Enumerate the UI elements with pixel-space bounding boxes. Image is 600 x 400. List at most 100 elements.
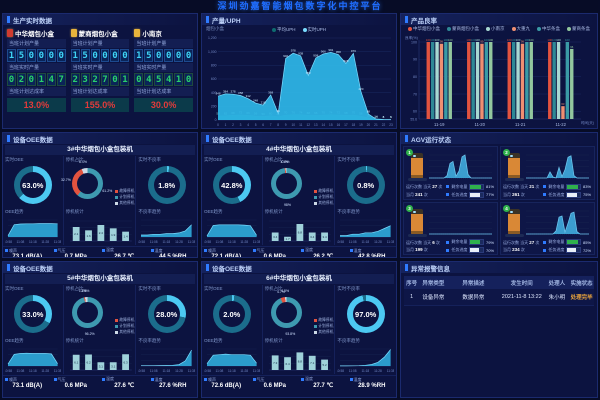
stat-value: 27.7 ℃ xyxy=(313,383,334,389)
header-accent-icon xyxy=(7,135,10,142)
header-accent-icon xyxy=(206,264,209,271)
oee-trend-chart[interactable]: 10:58 11:08 11:18 11:28 11:38 xyxy=(203,216,261,244)
alarm-table[interactable]: 序号 异常类型 异常描述 发生时间 处理人 实施状态 1 设备异常 数据异常 2021-11-8 … xyxy=(404,276,594,394)
svg-text:13: 13 xyxy=(314,123,318,127)
agv-card[interactable]: 3 运行次数 当天 6 次 当月 199 次 剩余电量 79% 任务进度 70% xyxy=(403,201,498,255)
yield-chart[interactable]: 100 90 80 70 60 55.6 良率(%) 时间(天) 100 100 100 99 100 1… xyxy=(403,34,595,127)
oee-donut-chart[interactable]: 63.0% xyxy=(13,166,52,204)
svg-text:0: 0 xyxy=(217,123,219,127)
legend-item: 小南京 xyxy=(486,26,505,32)
panel-title: 产量/UPH xyxy=(212,17,241,25)
downtime-bars-chart[interactable]: 2.1 1.6 2.4 1.9 1.4 xyxy=(66,216,134,244)
oee-trend-chart[interactable]: 10:58 11:08 11:18 11:28 11:38 xyxy=(203,345,261,373)
header-accent-icon xyxy=(206,135,209,142)
agv-battery-bar: 剩余电量 79% xyxy=(446,239,495,246)
card-label: 实时不良率 xyxy=(337,157,360,162)
downtime-donut-chart[interactable]: 93.8% 4.7% 1.5% xyxy=(270,289,302,336)
progress-percent: 75% xyxy=(583,192,592,198)
agv-panel: AGV运行状态 1 运行次数 当天 27 次 当月 241 次 剩余电量 81%… xyxy=(400,132,598,258)
svg-text:90: 90 xyxy=(413,58,417,62)
battery-percent: 79% xyxy=(486,239,495,245)
svg-text:96: 96 xyxy=(277,109,281,113)
oee-trend-chart[interactable]: 10:58 11:08 11:18 11:28 11:38 xyxy=(4,216,62,244)
svg-text:100: 100 xyxy=(475,38,480,42)
digit-tile: 0 xyxy=(164,49,174,62)
defect-donut-chart[interactable]: 1.8% xyxy=(147,166,186,204)
agv-card[interactable]: 1 运行次数 当天 27 次 当月 241 次 剩余电量 81% 任务进度 77… xyxy=(403,146,498,200)
panel-header: 设备OEE数据 xyxy=(202,133,396,144)
digit-tile: 2 xyxy=(90,73,100,86)
svg-text:2.4: 2.4 xyxy=(98,231,103,235)
oee-panel-5: 设备OEE数据 5#中华烟包小盒包装机 实时OEE 33.0% 停机占比 96.… xyxy=(2,261,198,398)
rate-label: 当班计划达成率 xyxy=(7,87,66,96)
defect-trend-chart[interactable]: 10:58 11:08 11:18 11:28 11:38 xyxy=(336,345,395,373)
agv-activity-chart[interactable] xyxy=(426,207,495,237)
stat-humidity: 湿度 27.6 %RH xyxy=(149,376,198,389)
machine-title: 6#中华烟包小盒包装机 xyxy=(204,274,394,284)
card-label: 停机统计 xyxy=(264,338,283,343)
rate-value: 13.0% xyxy=(7,98,66,112)
downtime-donut-chart[interactable]: 98% 1.1% 0.9% xyxy=(270,160,302,207)
stat-icon xyxy=(204,249,207,252)
downtime-bars-chart[interactable]: 7.3 6.4 8.8 7.1 5.2 xyxy=(265,345,333,373)
battery-percent: 81% xyxy=(486,184,495,190)
plan-label: 当班计划产量 xyxy=(70,39,130,48)
alarm-cell: 2021-11-8 13:22 xyxy=(501,294,542,300)
defect-donut-chart[interactable]: 28.0% xyxy=(147,295,186,333)
rate-value: 30.0% xyxy=(134,98,194,112)
oee-trend-card: OEE趋势 10:58 11:08 11:18 11:28 11:38 xyxy=(3,337,64,374)
digit-tile: 4 xyxy=(46,73,56,86)
downtime-donut-chart[interactable]: 96.2% 1.2% 2.6% xyxy=(71,289,103,336)
svg-text:100: 100 xyxy=(529,38,534,42)
legend-item: 中华条盒 xyxy=(537,26,560,32)
defect-trend-chart[interactable]: 10:58 11:08 11:18 11:28 11:38 xyxy=(336,216,395,244)
svg-text:8: 8 xyxy=(383,115,385,119)
header-accent-icon xyxy=(405,264,408,271)
svg-text:23: 23 xyxy=(389,123,393,127)
svg-text:400: 400 xyxy=(211,91,217,95)
oee-donut-chart[interactable]: 42.8% xyxy=(212,166,251,204)
svg-text:6: 6 xyxy=(383,115,385,119)
uph-chart[interactable]: 02004006008001,0001,20058626872665650604… xyxy=(204,34,394,127)
agv-month-count: 261 xyxy=(512,191,520,197)
agv-status-badge: 4 xyxy=(503,204,510,212)
svg-text:99: 99 xyxy=(521,40,525,44)
agv-activity-chart[interactable] xyxy=(523,207,592,237)
defect-trend-chart[interactable]: 10:58 11:08 11:18 11:28 11:38 xyxy=(137,345,196,373)
agv-card[interactable]: 4 运行次数 当天 27 次 当月 234 次 剩余电量 85% 任务进度 72… xyxy=(500,201,595,255)
downtime-stat-card: 停机统计 6.1 6.2 3.1 3.1 6.3 xyxy=(64,337,137,374)
svg-text:55.6: 55.6 xyxy=(410,117,417,121)
svg-text:378: 378 xyxy=(231,90,236,94)
defect-trend-card: 不良率趋势 10:58 11:08 11:18 11:28 11:38 xyxy=(335,208,396,245)
panel-title: 异常报警信息 xyxy=(411,265,450,273)
agv-activity-chart[interactable] xyxy=(426,151,495,181)
progress-label: 任务进度 xyxy=(451,191,468,197)
oee-donut-chart[interactable]: 33.0% xyxy=(13,295,52,333)
stat-icon xyxy=(102,248,105,252)
defect-trend-card: 不良率趋势 10:58 11:08 11:18 11:28 11:38 xyxy=(136,337,197,374)
svg-text:100: 100 xyxy=(511,38,516,42)
legend-item: 其他停机 xyxy=(115,201,134,206)
downtime-bars-chart[interactable]: 3.4 1.7 6.8 3.4 3.4 xyxy=(265,216,333,244)
svg-text:978: 978 xyxy=(291,49,296,53)
downtime-donut-chart[interactable]: 61.2% 32.7% 6.1% xyxy=(61,160,112,199)
svg-text:10: 10 xyxy=(291,123,295,127)
agv-robot-image xyxy=(408,208,427,237)
defect-trend-chart[interactable]: 10:58 11:08 11:18 11:28 11:38 xyxy=(137,216,196,244)
column-header: 异常描述 xyxy=(462,280,485,287)
defect-donut-chart[interactable]: 0.8% xyxy=(346,166,385,204)
oee-trend-chart[interactable]: 10:58 11:08 11:18 11:28 11:38 xyxy=(4,345,62,373)
svg-text:100: 100 xyxy=(411,40,417,44)
agv-card[interactable]: 2 运行次数 当天 21 次 当月 261 次 剩余电量 83% 任务进度 75… xyxy=(500,146,595,200)
svg-text:99: 99 xyxy=(480,40,484,44)
rate-value: 155.0% xyxy=(70,98,130,112)
oee-donut-chart[interactable]: 2.0% xyxy=(212,295,251,333)
alarm-row[interactable]: 1 设备异常 数据异常 2021-11-8 13:22 朱小明 处理完毕 xyxy=(404,289,594,306)
stat-value: 26.7 ℃ xyxy=(114,254,135,258)
svg-text:14: 14 xyxy=(374,115,378,119)
defect-donut-chart[interactable]: 97.0% xyxy=(346,295,385,333)
digit-tile: 0 xyxy=(7,73,16,86)
agv-activity-chart[interactable] xyxy=(523,151,592,181)
downtime-bars-chart[interactable]: 6.1 6.2 3.1 3.1 6.3 xyxy=(66,345,134,373)
